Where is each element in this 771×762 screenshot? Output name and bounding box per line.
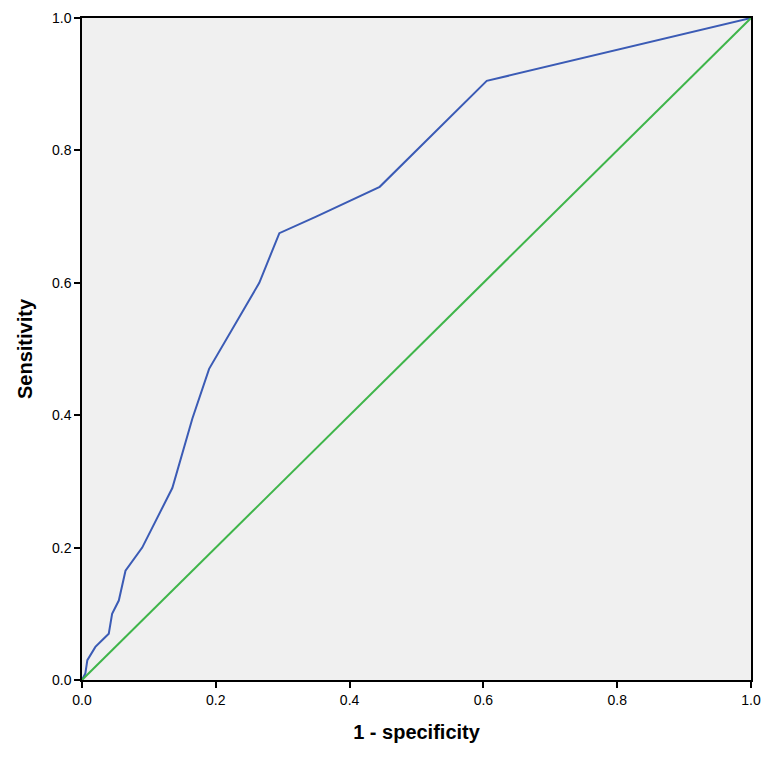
- svg-text:1.0: 1.0: [741, 692, 761, 708]
- svg-text:0.2: 0.2: [52, 540, 72, 556]
- svg-text:0.0: 0.0: [72, 692, 92, 708]
- svg-text:0.6: 0.6: [52, 275, 72, 291]
- svg-text:0.8: 0.8: [52, 142, 72, 158]
- svg-text:0.4: 0.4: [340, 692, 360, 708]
- svg-text:1 - specificity: 1 - specificity: [353, 721, 481, 743]
- svg-text:0.0: 0.0: [52, 672, 72, 688]
- svg-text:Sensitivity: Sensitivity: [14, 298, 36, 399]
- svg-text:0.8: 0.8: [607, 692, 627, 708]
- svg-text:1.0: 1.0: [52, 10, 72, 26]
- svg-text:0.2: 0.2: [206, 692, 226, 708]
- svg-text:0.4: 0.4: [52, 407, 72, 423]
- svg-text:0.6: 0.6: [474, 692, 494, 708]
